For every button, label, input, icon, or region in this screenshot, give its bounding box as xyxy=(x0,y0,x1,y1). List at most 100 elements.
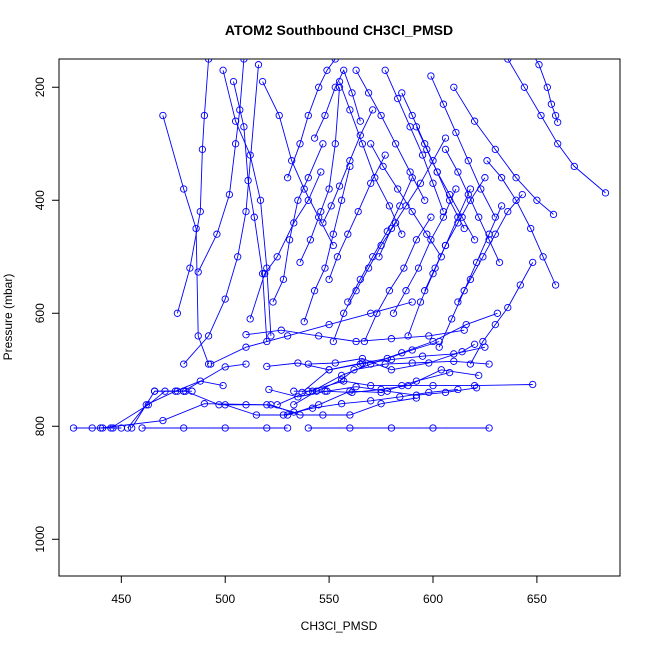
data-point xyxy=(273,401,281,409)
data-point xyxy=(527,224,535,233)
data-point xyxy=(423,145,431,154)
data-point xyxy=(98,424,107,432)
data-point xyxy=(529,258,537,267)
data-point xyxy=(450,350,458,358)
data-point xyxy=(452,128,460,137)
data-point xyxy=(180,360,188,368)
series-line xyxy=(328,154,386,280)
data-point xyxy=(219,381,227,390)
data-point xyxy=(491,320,499,329)
series-39 xyxy=(389,185,460,317)
data-point xyxy=(159,111,167,120)
data-point xyxy=(387,335,396,343)
data-point xyxy=(547,100,556,108)
data-point xyxy=(481,174,489,182)
data-point xyxy=(367,360,375,368)
series-line xyxy=(470,262,534,365)
data-point xyxy=(356,275,364,284)
x-axis-label: CH3Cl_PMSD xyxy=(301,619,378,633)
series-line xyxy=(393,188,457,314)
data-point xyxy=(296,411,304,419)
data-point xyxy=(254,61,263,69)
data-point xyxy=(221,295,229,303)
series-18 xyxy=(194,59,248,276)
data-point xyxy=(258,77,267,86)
series-line xyxy=(384,70,444,212)
data-point xyxy=(256,196,265,204)
data-point xyxy=(346,106,354,114)
data-point xyxy=(219,66,227,74)
series-line xyxy=(301,341,440,393)
data-point xyxy=(304,360,312,368)
data-point xyxy=(231,117,240,125)
data-point xyxy=(267,332,275,340)
data-point xyxy=(142,401,150,409)
series-line xyxy=(370,143,442,258)
data-point xyxy=(290,387,298,395)
data-point xyxy=(221,424,229,432)
data-point xyxy=(404,332,412,340)
series-line xyxy=(287,59,336,178)
data-point xyxy=(387,424,396,432)
series-41 xyxy=(404,185,475,340)
x-tick-label: 600 xyxy=(423,592,443,606)
data-point xyxy=(387,224,396,233)
series-line xyxy=(225,372,450,416)
series-line xyxy=(262,81,334,246)
data-point xyxy=(551,111,560,120)
series-25 xyxy=(283,59,339,182)
x-tick-label: 450 xyxy=(111,592,131,606)
series-line xyxy=(407,188,471,337)
data-point xyxy=(269,298,277,306)
data-point xyxy=(367,179,375,187)
series-27 xyxy=(300,162,354,326)
series-34 xyxy=(352,66,429,204)
data-point xyxy=(319,219,327,227)
data-point xyxy=(520,83,529,91)
data-point xyxy=(406,168,414,176)
data-point xyxy=(554,118,562,126)
data-point xyxy=(437,366,445,374)
data-point xyxy=(298,388,306,397)
data-point xyxy=(450,83,458,91)
data-point xyxy=(346,424,354,432)
data-point xyxy=(182,387,190,395)
data-point xyxy=(356,360,364,368)
data-point xyxy=(398,89,406,97)
data-point xyxy=(383,387,391,395)
series-47 xyxy=(454,190,526,306)
data-point xyxy=(88,424,96,432)
data-point xyxy=(242,343,250,351)
data-point xyxy=(504,59,512,63)
data-point xyxy=(306,236,315,244)
data-point xyxy=(470,381,479,390)
series-48 xyxy=(466,258,537,368)
data-point xyxy=(354,207,362,216)
data-point xyxy=(460,326,468,334)
data-point xyxy=(439,213,448,221)
data-point xyxy=(346,157,354,165)
data-point xyxy=(263,337,271,346)
data-point xyxy=(180,185,188,193)
data-point xyxy=(335,83,344,91)
data-point xyxy=(429,381,437,390)
series-33 xyxy=(344,174,416,306)
data-point xyxy=(389,309,398,317)
data-point xyxy=(263,424,271,432)
series-12 xyxy=(290,357,493,409)
series-53 xyxy=(263,343,489,374)
series-44 xyxy=(427,72,499,221)
data-point xyxy=(221,401,229,409)
data-point xyxy=(377,111,385,120)
data-point xyxy=(477,185,485,193)
series-line xyxy=(507,59,606,194)
data-point xyxy=(340,66,348,74)
data-point xyxy=(570,162,578,171)
data-point xyxy=(331,83,339,91)
data-point xyxy=(159,416,167,425)
data-point xyxy=(340,309,348,317)
series-line xyxy=(272,143,324,303)
series-21 xyxy=(229,77,271,346)
data-point xyxy=(383,354,391,363)
